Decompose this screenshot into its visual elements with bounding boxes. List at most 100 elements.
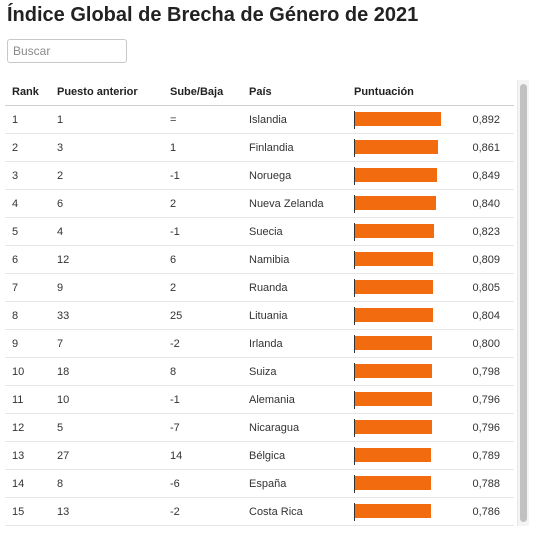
score-value-cell: 0,788	[472, 477, 500, 490]
country-cell: Nueva Zelanda	[249, 197, 324, 210]
table-row: 14 8 -6 España 0,788	[5, 470, 514, 498]
score-bar	[355, 392, 432, 406]
change-cell: -2	[170, 505, 180, 518]
previous-rank-cell: 10	[57, 393, 70, 406]
score-value-cell: 0,804	[472, 309, 500, 322]
score-bar	[355, 252, 433, 266]
rank-cell: 12	[12, 421, 25, 434]
score-value-cell: 0,786	[472, 505, 500, 518]
change-cell: =	[170, 113, 177, 126]
change-cell: 2	[170, 197, 177, 210]
change-cell: -7	[170, 421, 180, 434]
country-cell: Islandia	[249, 113, 287, 126]
change-cell: 14	[170, 449, 183, 462]
table-row: 4 6 2 Nueva Zelanda 0,840	[5, 190, 514, 218]
score-bar-axis	[354, 447, 355, 465]
score-bar-axis	[354, 335, 355, 353]
column-header-previous-rank[interactable]: Puesto anterior	[57, 85, 138, 98]
data-table: Rank Puesto anterior Sube/Baja País Punt…	[5, 78, 514, 526]
rank-cell: 10	[12, 365, 25, 378]
table-row: 6 12 6 Namibia 0,809	[5, 246, 514, 274]
score-value-cell: 0,805	[472, 281, 500, 294]
score-bar-axis	[354, 475, 355, 493]
previous-rank-cell: 4	[57, 225, 64, 238]
column-header-change[interactable]: Sube/Baja	[170, 85, 224, 98]
score-value-cell: 0,823	[472, 225, 500, 238]
score-bar	[355, 364, 432, 378]
score-bar	[355, 196, 436, 210]
previous-rank-cell: 5	[57, 421, 64, 434]
change-cell: 1	[170, 141, 177, 154]
score-value-cell: 0,796	[472, 393, 500, 406]
rank-cell: 2	[12, 141, 19, 154]
table-row: 2 3 1 Finlandia 0,861	[5, 134, 514, 162]
table-row: 15 13 -2 Costa Rica 0,786	[5, 498, 514, 526]
previous-rank-cell: 6	[57, 197, 64, 210]
score-bar	[355, 140, 438, 154]
rank-cell: 4	[12, 197, 19, 210]
column-header-rank[interactable]: Rank	[12, 85, 39, 98]
rank-cell: 11	[12, 393, 24, 406]
country-cell: Noruega	[249, 169, 292, 182]
table-header: Rank Puesto anterior Sube/Baja País Punt…	[5, 78, 514, 106]
score-bar-axis	[354, 223, 355, 241]
score-value-cell: 0,861	[472, 141, 500, 154]
country-cell: Alemania	[249, 393, 295, 406]
previous-rank-cell: 12	[57, 253, 70, 266]
country-cell: Lituania	[249, 309, 288, 322]
score-bar	[355, 420, 432, 434]
score-bar	[355, 168, 437, 182]
rank-cell: 15	[12, 505, 25, 518]
change-cell: 2	[170, 281, 177, 294]
previous-rank-cell: 3	[57, 141, 64, 154]
change-cell: 8	[170, 365, 177, 378]
rank-cell: 8	[12, 309, 19, 322]
country-cell: Bélgica	[249, 449, 286, 462]
table-row: 5 4 -1 Suecia 0,823	[5, 218, 514, 246]
country-cell: España	[249, 477, 287, 490]
previous-rank-cell: 9	[57, 281, 64, 294]
change-cell: 25	[170, 309, 183, 322]
score-bar-axis	[354, 251, 355, 269]
table-row: 7 9 2 Ruanda 0,805	[5, 274, 514, 302]
country-cell: Suecia	[249, 225, 283, 238]
previous-rank-cell: 1	[57, 113, 64, 126]
column-header-score[interactable]: Puntuación	[354, 85, 414, 98]
score-value-cell: 0,809	[472, 253, 500, 266]
score-bar-axis	[354, 167, 355, 185]
score-bar-axis	[354, 419, 355, 437]
table-row: 11 10 -1 Alemania 0,796	[5, 386, 514, 414]
previous-rank-cell: 2	[57, 169, 64, 182]
table-row: 9 7 -2 Irlanda 0,800	[5, 330, 514, 358]
previous-rank-cell: 18	[57, 365, 70, 378]
score-bar-axis	[354, 139, 355, 157]
search-input[interactable]	[7, 39, 127, 63]
country-cell: Namibia	[249, 253, 290, 266]
score-value-cell: 0,892	[472, 113, 500, 126]
previous-rank-cell: 33	[57, 309, 70, 322]
score-bar	[355, 112, 441, 126]
rank-cell: 1	[12, 113, 19, 126]
score-bar	[355, 308, 433, 322]
country-cell: Costa Rica	[249, 505, 303, 518]
score-bar-axis	[354, 363, 355, 381]
score-bar	[355, 504, 431, 518]
score-bar	[355, 224, 434, 238]
score-bar-axis	[354, 279, 355, 297]
score-value-cell: 0,849	[472, 169, 500, 182]
score-bar	[355, 476, 431, 490]
rank-cell: 3	[12, 169, 19, 182]
score-bar	[355, 448, 431, 462]
rank-cell: 14	[12, 477, 25, 490]
score-bar-axis	[354, 391, 355, 409]
change-cell: -1	[170, 225, 180, 238]
score-bar-axis	[354, 111, 355, 129]
score-value-cell: 0,800	[472, 337, 500, 350]
change-cell: -1	[170, 169, 180, 182]
column-header-country[interactable]: País	[249, 85, 272, 98]
scrollbar-thumb[interactable]	[520, 84, 527, 522]
previous-rank-cell: 7	[57, 337, 64, 350]
score-bar-axis	[354, 195, 355, 213]
country-cell: Ruanda	[249, 281, 288, 294]
country-cell: Irlanda	[249, 337, 283, 350]
